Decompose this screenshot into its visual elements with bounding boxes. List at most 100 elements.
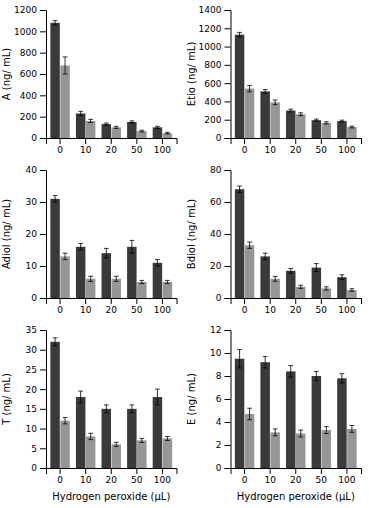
- error-cap: [165, 283, 170, 284]
- error-cap: [78, 250, 83, 251]
- tick-mark: [225, 83, 231, 84]
- figure: 0200400600800100012000102050100A (ng/ mL…: [0, 0, 369, 508]
- x-tick: 20: [290, 138, 302, 155]
- error-cap: [350, 291, 355, 292]
- tick-mark: [40, 95, 46, 96]
- x-tick: 20: [106, 468, 118, 485]
- y-tick: 1000: [199, 42, 231, 52]
- error-cap: [88, 439, 93, 440]
- axis-line: [225, 331, 232, 469]
- bar: [86, 436, 95, 468]
- tick-label: 10: [264, 305, 276, 315]
- error-cap: [53, 24, 58, 25]
- error-cap: [324, 121, 329, 122]
- error-cap: [247, 242, 252, 243]
- tick-mark: [40, 117, 46, 118]
- error-cap: [139, 283, 144, 284]
- error-cap: [139, 130, 144, 131]
- error-line: [290, 109, 291, 112]
- x-tick: 20: [106, 138, 118, 155]
- error-cap: [165, 280, 170, 281]
- bar: [322, 123, 331, 138]
- error-bar: [88, 433, 93, 439]
- bar-series: [60, 57, 172, 138]
- tick-label: 0: [31, 133, 37, 143]
- error-bar: [247, 242, 252, 248]
- y-tick: 40: [26, 165, 46, 175]
- tick-mark: [225, 376, 231, 377]
- error-line: [249, 408, 250, 420]
- error-bar: [78, 244, 83, 250]
- error-cap: [165, 134, 170, 135]
- panel: 0204060800102050100Bdiol (ng/ mL): [186, 165, 362, 315]
- error-cap: [139, 131, 144, 132]
- bar: [127, 409, 136, 468]
- tick-label: 40: [26, 165, 38, 175]
- tick-mark: [225, 353, 231, 354]
- error-cap: [350, 126, 355, 127]
- error-cap: [155, 404, 160, 405]
- error-cap: [165, 436, 170, 437]
- tick-label: 600: [20, 69, 37, 79]
- tick-mark: [85, 138, 86, 144]
- y-tick: 1200: [199, 24, 231, 34]
- bar: [86, 279, 95, 298]
- error-cap: [298, 285, 303, 286]
- tick-mark: [225, 234, 231, 235]
- tick-mark: [40, 266, 46, 267]
- bar: [270, 102, 279, 138]
- y-tick: 0: [216, 293, 231, 303]
- error-line: [55, 21, 56, 25]
- error-cap: [237, 349, 242, 350]
- bar: [286, 271, 295, 298]
- y-tick: 10: [26, 424, 46, 434]
- tick-label: 50: [131, 305, 143, 315]
- y-axis-title: A (ng/ mL): [1, 48, 12, 100]
- error-bar: [78, 111, 83, 115]
- error-cap: [298, 430, 303, 431]
- x-tick: 100: [338, 138, 355, 155]
- error-cap: [63, 423, 68, 424]
- error-cap: [288, 377, 293, 378]
- bar: [260, 362, 269, 468]
- y-tick: 0: [31, 463, 46, 473]
- tick-mark: [60, 468, 61, 474]
- tick-label: 200: [204, 115, 221, 125]
- plot-area: [50, 21, 172, 138]
- tick-mark: [40, 298, 46, 299]
- error-bar: [104, 123, 109, 125]
- bar: [312, 268, 321, 298]
- tick-label: 0: [216, 133, 222, 143]
- tick-mark: [40, 138, 46, 139]
- tick-mark: [136, 138, 137, 144]
- plot-area: [235, 32, 357, 138]
- bar: [60, 421, 69, 468]
- error-line: [341, 374, 342, 383]
- error-line: [316, 264, 317, 272]
- x-tick: 0: [242, 468, 248, 485]
- error-bar: [263, 356, 268, 368]
- axis-line: [225, 11, 232, 139]
- error-cap: [114, 276, 119, 277]
- error-cap: [63, 74, 68, 75]
- error-cap: [263, 356, 268, 357]
- x-tick: 50: [131, 468, 143, 485]
- bar: [60, 65, 69, 138]
- error-cap: [298, 112, 303, 113]
- bar: [347, 290, 356, 298]
- bar: [260, 256, 269, 298]
- y-tick: 1400: [199, 5, 231, 15]
- tick-label: 2: [216, 440, 222, 450]
- error-cap: [324, 124, 329, 125]
- error-line: [65, 253, 66, 259]
- bar: [322, 288, 331, 298]
- error-line: [90, 433, 91, 439]
- x-tick: 10: [80, 138, 92, 155]
- error-cap: [63, 259, 68, 260]
- tick-label: 80: [210, 165, 222, 175]
- error-cap: [340, 122, 345, 123]
- x-tick: 10: [264, 138, 276, 155]
- tick-label: 35: [26, 325, 37, 335]
- error-cap: [340, 120, 345, 121]
- bar: [76, 113, 85, 138]
